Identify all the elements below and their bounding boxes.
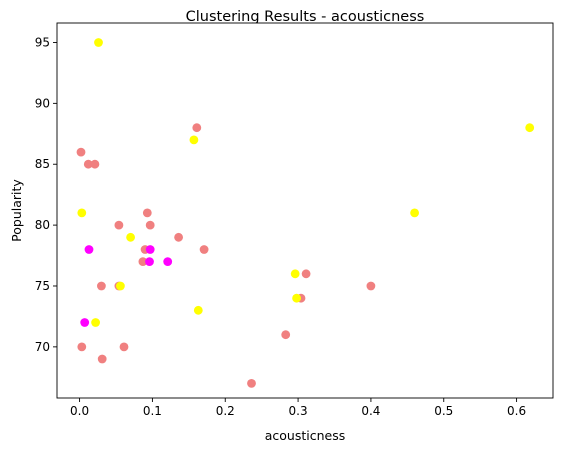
x-tick-label: 0.0 bbox=[70, 404, 89, 418]
x-axis-ticks: 0.0 0.1 0.2 0.3 0.4 0.5 0.6 bbox=[70, 398, 526, 418]
data-point-cluster-1-9 bbox=[91, 318, 100, 327]
y-axis-ticks: 70 75 80 85 90 95 bbox=[35, 35, 57, 353]
plot-area bbox=[57, 23, 553, 398]
y-tick-label: 85 bbox=[35, 157, 50, 171]
data-point-cluster-1-6 bbox=[291, 269, 300, 278]
data-point-cluster-2-3 bbox=[163, 257, 172, 266]
y-tick-label: 80 bbox=[35, 218, 50, 232]
data-point-cluster-0-4 bbox=[115, 221, 124, 230]
data-point-cluster-1-2 bbox=[190, 136, 199, 145]
data-point-cluster-2-2 bbox=[145, 257, 154, 266]
data-point-cluster-1-4 bbox=[410, 209, 419, 218]
data-point-cluster-0-19 bbox=[98, 355, 107, 364]
y-tick-label: 90 bbox=[35, 96, 50, 110]
data-point-cluster-0-18 bbox=[120, 343, 129, 352]
data-point-cluster-0-2 bbox=[91, 160, 100, 169]
x-tick-label: 0.6 bbox=[507, 404, 526, 418]
data-point-cluster-0-9 bbox=[200, 245, 209, 254]
data-point-cluster-0-3 bbox=[192, 123, 201, 132]
data-point-cluster-1-7 bbox=[292, 294, 301, 303]
x-axis-label: acousticness bbox=[265, 428, 346, 443]
data-point-cluster-2-4 bbox=[80, 318, 89, 327]
data-point-cluster-0-20 bbox=[247, 379, 256, 388]
x-tick-label: 0.1 bbox=[143, 404, 162, 418]
data-point-cluster-1-10 bbox=[116, 282, 125, 291]
data-point-cluster-1-0 bbox=[94, 38, 103, 47]
data-point-cluster-0-13 bbox=[302, 269, 311, 278]
data-point-cluster-1-5 bbox=[126, 233, 135, 242]
data-point-cluster-0-11 bbox=[97, 282, 106, 291]
data-point-cluster-0-5 bbox=[143, 209, 152, 218]
x-tick-label: 0.3 bbox=[289, 404, 308, 418]
data-point-cluster-0-6 bbox=[146, 221, 155, 230]
data-point-cluster-1-8 bbox=[194, 306, 203, 315]
data-point-cluster-0-16 bbox=[281, 330, 290, 339]
y-tick-label: 75 bbox=[35, 279, 50, 293]
data-point-cluster-2-0 bbox=[85, 245, 94, 254]
x-tick-label: 0.4 bbox=[361, 404, 380, 418]
data-point-cluster-0-7 bbox=[174, 233, 183, 242]
x-tick-label: 0.2 bbox=[216, 404, 235, 418]
data-point-cluster-1-3 bbox=[77, 209, 86, 218]
x-tick-label: 0.5 bbox=[434, 404, 453, 418]
data-point-cluster-0-17 bbox=[77, 343, 86, 352]
data-point-cluster-0-0 bbox=[77, 148, 86, 157]
data-point-cluster-1-1 bbox=[525, 123, 534, 132]
y-tick-label: 70 bbox=[35, 340, 50, 354]
data-point-cluster-0-15 bbox=[367, 282, 376, 291]
data-point-cluster-2-1 bbox=[146, 245, 155, 254]
y-tick-label: 95 bbox=[35, 35, 50, 49]
y-axis-label: Popularity bbox=[9, 179, 24, 242]
